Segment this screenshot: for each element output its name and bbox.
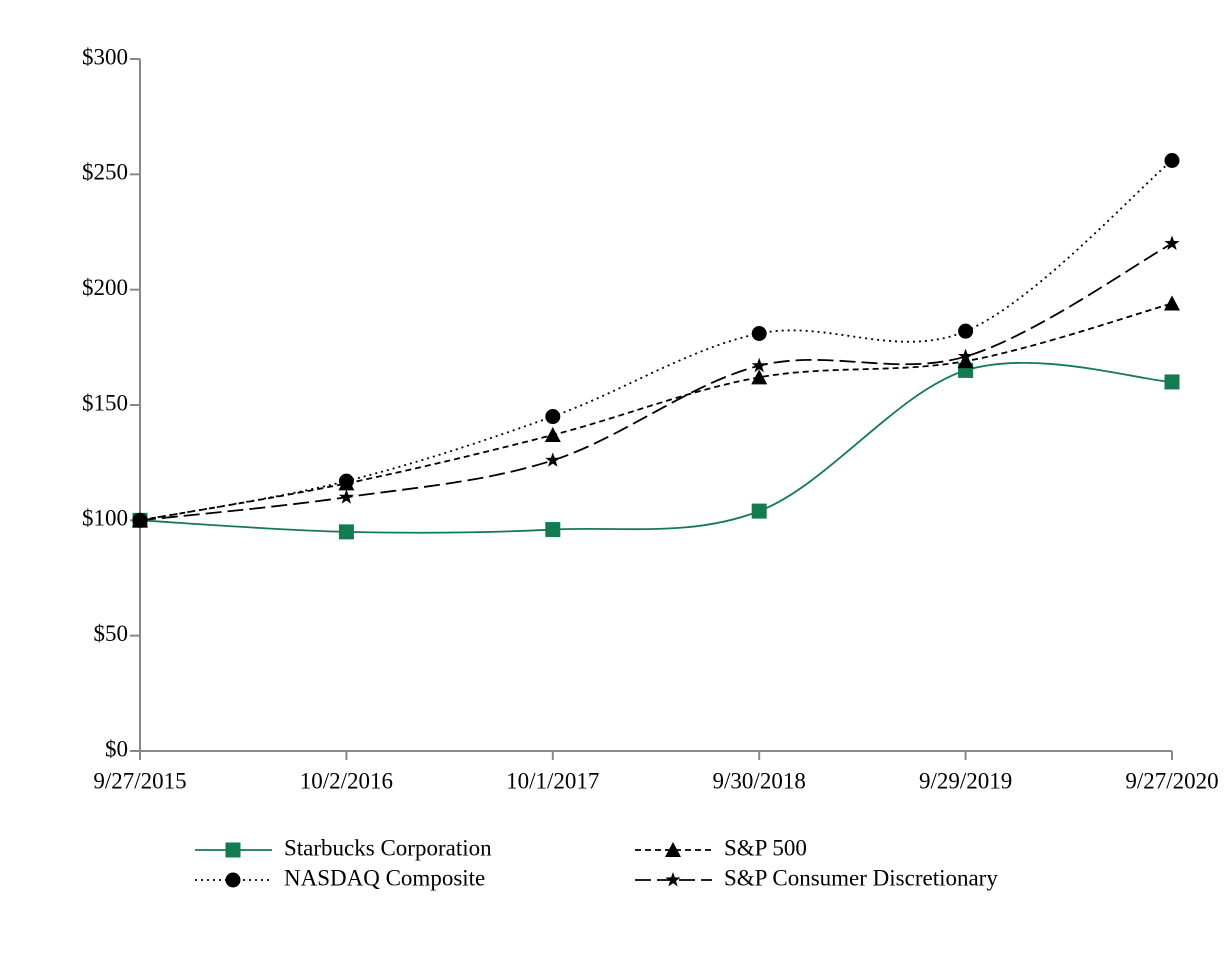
legend-marker [225,842,241,858]
y-tick-label: $200 [82,275,128,300]
data-point [338,489,354,504]
data-point [545,409,561,425]
y-tick-label: $100 [82,506,128,531]
legend-marker [665,872,681,887]
series-line [139,242,1173,522]
legend-label: NASDAQ Composite [284,865,485,890]
data-point [132,512,148,527]
data-point [958,348,974,363]
legend-marker [665,842,681,857]
x-tick-label: 9/29/2019 [919,768,1012,793]
data-point [338,524,354,540]
data-point [338,473,354,489]
series-line [139,159,1173,522]
x-tick-label: 10/1/2017 [506,768,599,793]
y-tick-label: $0 [105,736,128,761]
series-line [139,361,1173,534]
legend-marker [225,872,241,888]
data-point [957,353,974,369]
legend-label: Starbucks Corporation [284,835,492,860]
legend-label: S&P Consumer Discretionary [724,865,998,890]
data-point [958,323,974,339]
data-point [1164,152,1180,168]
data-point [751,357,767,373]
x-tick-label: 9/30/2018 [713,768,806,793]
data-point [545,522,561,538]
y-tick-label: $250 [82,160,128,185]
data-point [751,369,768,385]
data-point [751,503,767,519]
series-line [139,302,1173,522]
x-tick-label: 10/2/2016 [300,768,393,793]
x-tick-label: 9/27/2015 [93,768,186,793]
data-point [1164,374,1180,390]
x-tick-label: 9/27/2020 [1125,768,1218,793]
data-point [1164,295,1180,311]
y-tick-label: $300 [82,44,128,69]
y-tick-label: $50 [94,621,129,646]
data-point [544,426,561,442]
data-point [545,452,561,467]
data-point [1164,235,1180,250]
legend-label: S&P 500 [724,835,807,860]
y-tick-label: $150 [82,390,128,415]
data-point [751,325,767,341]
